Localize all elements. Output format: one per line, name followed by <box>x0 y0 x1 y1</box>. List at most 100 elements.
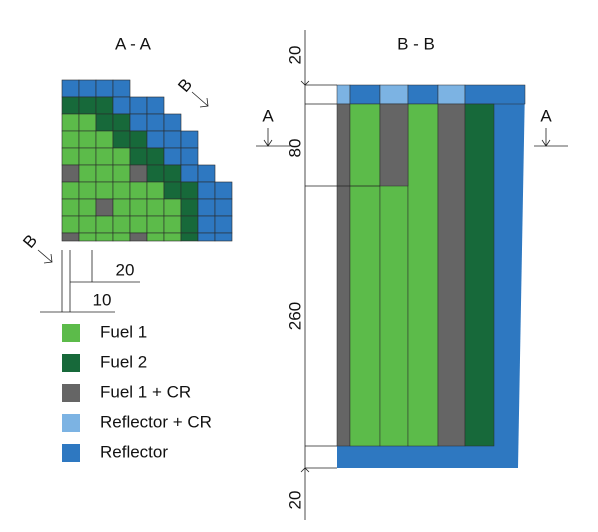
top-cell <box>407 84 439 105</box>
cell <box>146 181 165 200</box>
section-title: A - A <box>115 34 152 53</box>
cell <box>129 215 148 234</box>
cell <box>146 164 165 183</box>
cell <box>95 215 114 234</box>
cell <box>112 79 131 98</box>
top-cell <box>349 84 381 105</box>
section-title: B - B <box>397 34 435 53</box>
cell <box>112 198 131 217</box>
top-cell <box>336 84 351 105</box>
legend-swatch <box>62 444 80 462</box>
cell <box>197 232 216 242</box>
legend-swatch <box>62 354 80 372</box>
cell <box>78 198 97 217</box>
cell <box>95 198 114 217</box>
cell <box>197 198 216 217</box>
dimension-line <box>40 250 140 313</box>
cut-label: A <box>540 106 552 125</box>
cell <box>129 232 148 242</box>
legend-label: Fuel 1 + CR <box>100 382 191 401</box>
cell <box>146 147 165 166</box>
cell <box>112 130 131 149</box>
cell <box>214 215 233 234</box>
top-cell <box>379 84 409 105</box>
cell <box>180 181 199 200</box>
cell <box>180 130 199 149</box>
legend-swatch <box>62 384 80 402</box>
cell <box>95 147 114 166</box>
cell <box>163 164 182 183</box>
cell <box>78 113 97 132</box>
legend-label: Fuel 2 <box>100 352 147 371</box>
cell <box>146 198 165 217</box>
legend-label: Reflector + CR <box>100 412 212 431</box>
cell <box>129 181 148 200</box>
cell <box>78 232 97 242</box>
cell <box>95 130 114 149</box>
cell <box>197 181 216 200</box>
cell <box>180 147 199 166</box>
cell <box>78 130 97 149</box>
cell <box>61 164 80 183</box>
cell <box>61 232 80 242</box>
cell <box>78 96 97 115</box>
cell <box>61 198 80 217</box>
cell <box>78 79 97 98</box>
cell <box>163 232 182 242</box>
cell <box>95 113 114 132</box>
channel <box>464 103 495 447</box>
dimension-label: 20 <box>285 46 304 65</box>
cell <box>180 198 199 217</box>
cell <box>146 130 165 149</box>
top-cell <box>437 84 466 105</box>
legend-swatch <box>62 414 80 432</box>
legend: Fuel 1 Fuel 2 Fuel 1 + CR Reflector + CR Ref… <box>62 322 212 462</box>
cell <box>78 215 97 234</box>
cell <box>180 164 199 183</box>
cell <box>61 147 80 166</box>
cell <box>112 147 131 166</box>
cell <box>129 96 148 115</box>
cell <box>214 198 233 217</box>
cell <box>129 113 148 132</box>
cell <box>163 113 182 132</box>
cell <box>129 147 148 166</box>
cell <box>180 232 199 242</box>
cell <box>61 79 80 98</box>
cut-arrow <box>37 249 53 264</box>
cell <box>95 181 114 200</box>
cell <box>146 215 165 234</box>
cell <box>163 147 182 166</box>
cross-section-aa <box>61 79 233 242</box>
cell <box>112 181 131 200</box>
dimension-label: 260 <box>285 302 304 330</box>
cell <box>129 198 148 217</box>
cut-arrow <box>256 128 290 147</box>
cell <box>214 232 233 242</box>
channel <box>336 103 351 447</box>
dimension-label: 20 <box>285 491 304 510</box>
dimension-line <box>300 30 380 520</box>
legend-label: Reflector <box>100 442 168 461</box>
cell <box>95 79 114 98</box>
cell <box>197 215 216 234</box>
cell <box>197 164 216 183</box>
control-rod <box>379 103 409 187</box>
cell <box>61 130 80 149</box>
dimension-label: 20 <box>116 260 135 279</box>
channel <box>407 103 439 447</box>
cell <box>112 113 131 132</box>
cell <box>146 96 165 115</box>
cell <box>61 96 80 115</box>
channel <box>437 103 466 447</box>
cell <box>61 181 80 200</box>
top-cell <box>464 84 526 105</box>
cell <box>163 215 182 234</box>
cell <box>78 164 97 183</box>
cell <box>180 215 199 234</box>
cell <box>146 113 165 132</box>
cell <box>129 164 148 183</box>
cell <box>163 181 182 200</box>
cut-arrow <box>191 91 209 108</box>
